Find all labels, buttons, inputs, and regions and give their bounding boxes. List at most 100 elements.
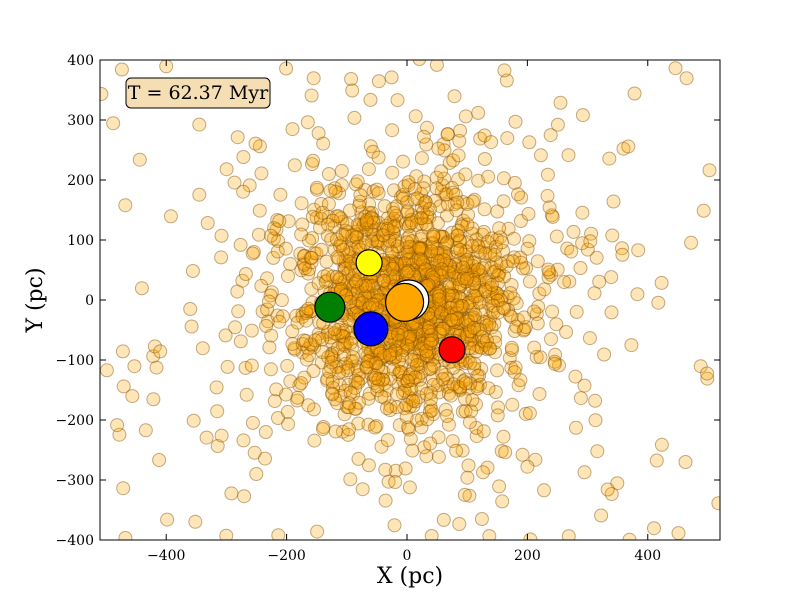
background-star-point	[287, 341, 302, 356]
background-star-point	[414, 200, 429, 215]
background-star-point	[325, 386, 340, 401]
background-star-point	[516, 323, 531, 338]
background-star-point	[346, 279, 361, 294]
background-star-point	[447, 257, 462, 272]
background-star-point	[482, 317, 497, 332]
background-star-point	[402, 239, 417, 254]
background-star-point	[335, 227, 350, 242]
background-star-point	[502, 350, 517, 365]
background-star-point	[434, 262, 449, 277]
background-star-point	[450, 311, 464, 326]
background-star-point	[420, 412, 435, 427]
background-star-point	[520, 459, 535, 474]
background-star-point	[452, 302, 467, 317]
background-star-point	[426, 377, 441, 392]
background-star-point	[335, 215, 350, 229]
background-star-point	[575, 236, 590, 251]
background-star-point	[423, 399, 438, 414]
background-star-point	[432, 285, 446, 300]
background-star-point	[337, 261, 352, 276]
background-star-point	[545, 304, 560, 319]
background-star-point	[452, 133, 467, 148]
background-star-point	[323, 183, 338, 198]
background-star-point	[450, 228, 465, 243]
time-annotation-text: T = 62.37 Myr	[128, 82, 269, 104]
background-star-point	[339, 335, 354, 350]
background-star-point	[451, 279, 466, 293]
background-star-point	[444, 312, 459, 327]
background-star-point	[470, 368, 485, 383]
background-star-point	[469, 429, 484, 444]
background-star-point	[461, 296, 476, 311]
background-star-point	[531, 299, 546, 314]
background-star-point	[573, 261, 588, 275]
background-star-point	[504, 309, 519, 324]
background-star-point	[438, 238, 453, 253]
background-star-point	[361, 162, 376, 177]
background-star-point	[401, 331, 416, 346]
background-star-point	[474, 340, 489, 355]
background-star-point	[424, 257, 439, 271]
background-star-point	[497, 63, 512, 78]
background-star-point	[440, 208, 454, 223]
background-star-point	[364, 367, 379, 382]
background-star-point	[588, 413, 603, 428]
background-star-point	[462, 299, 477, 314]
background-star-point	[615, 241, 629, 256]
background-star-point	[368, 297, 383, 312]
background-star-point	[501, 254, 515, 269]
background-star-point	[425, 322, 440, 337]
background-star-point	[647, 521, 661, 536]
background-star-point	[420, 120, 434, 135]
background-star-point	[425, 332, 440, 347]
background-star-point	[470, 322, 485, 337]
background-star-point	[252, 203, 267, 218]
background-star-point	[326, 351, 341, 366]
background-star-point	[199, 430, 214, 445]
background-star-point	[458, 323, 473, 338]
background-star-point	[435, 283, 450, 298]
background-star-point	[437, 302, 451, 317]
background-star-point	[369, 419, 384, 434]
background-star-point	[417, 264, 432, 279]
background-star-point	[409, 331, 424, 346]
background-star-point	[484, 260, 499, 275]
background-star-point	[420, 348, 434, 363]
background-star-point	[451, 148, 466, 163]
background-star-point	[334, 318, 349, 333]
background-star-point	[383, 347, 398, 362]
background-star-point	[337, 329, 352, 344]
background-star-point	[383, 350, 398, 365]
background-star-point	[467, 192, 482, 207]
background-star-point	[413, 241, 428, 256]
background-star-point	[392, 364, 407, 379]
background-star-point	[458, 314, 473, 329]
background-star-point	[390, 239, 405, 254]
background-star-point	[408, 370, 423, 385]
background-star-point	[344, 72, 359, 86]
background-star-point	[383, 215, 398, 230]
background-star-point	[452, 291, 467, 306]
background-star-point	[417, 258, 432, 273]
background-star-point	[360, 360, 375, 375]
background-star-point	[147, 339, 162, 354]
background-star-point	[354, 371, 369, 386]
background-star-point	[544, 267, 559, 282]
background-star-point	[671, 526, 686, 540]
background-star-point	[444, 388, 458, 403]
background-star-point	[328, 184, 343, 199]
background-star-point	[405, 373, 420, 387]
background-star-point	[446, 315, 461, 330]
background-star-point	[308, 333, 323, 348]
background-star-point	[435, 299, 449, 313]
background-star-point	[474, 329, 489, 344]
background-star-point	[424, 403, 439, 418]
background-star-point	[405, 443, 420, 458]
x-tick-label: −200	[267, 548, 305, 564]
background-star-point	[306, 364, 321, 378]
y-tick-label: 100	[67, 233, 94, 249]
background-star-point	[471, 240, 486, 255]
background-star-point	[467, 356, 482, 371]
background-star-point	[452, 280, 467, 294]
background-star-point	[335, 424, 350, 439]
